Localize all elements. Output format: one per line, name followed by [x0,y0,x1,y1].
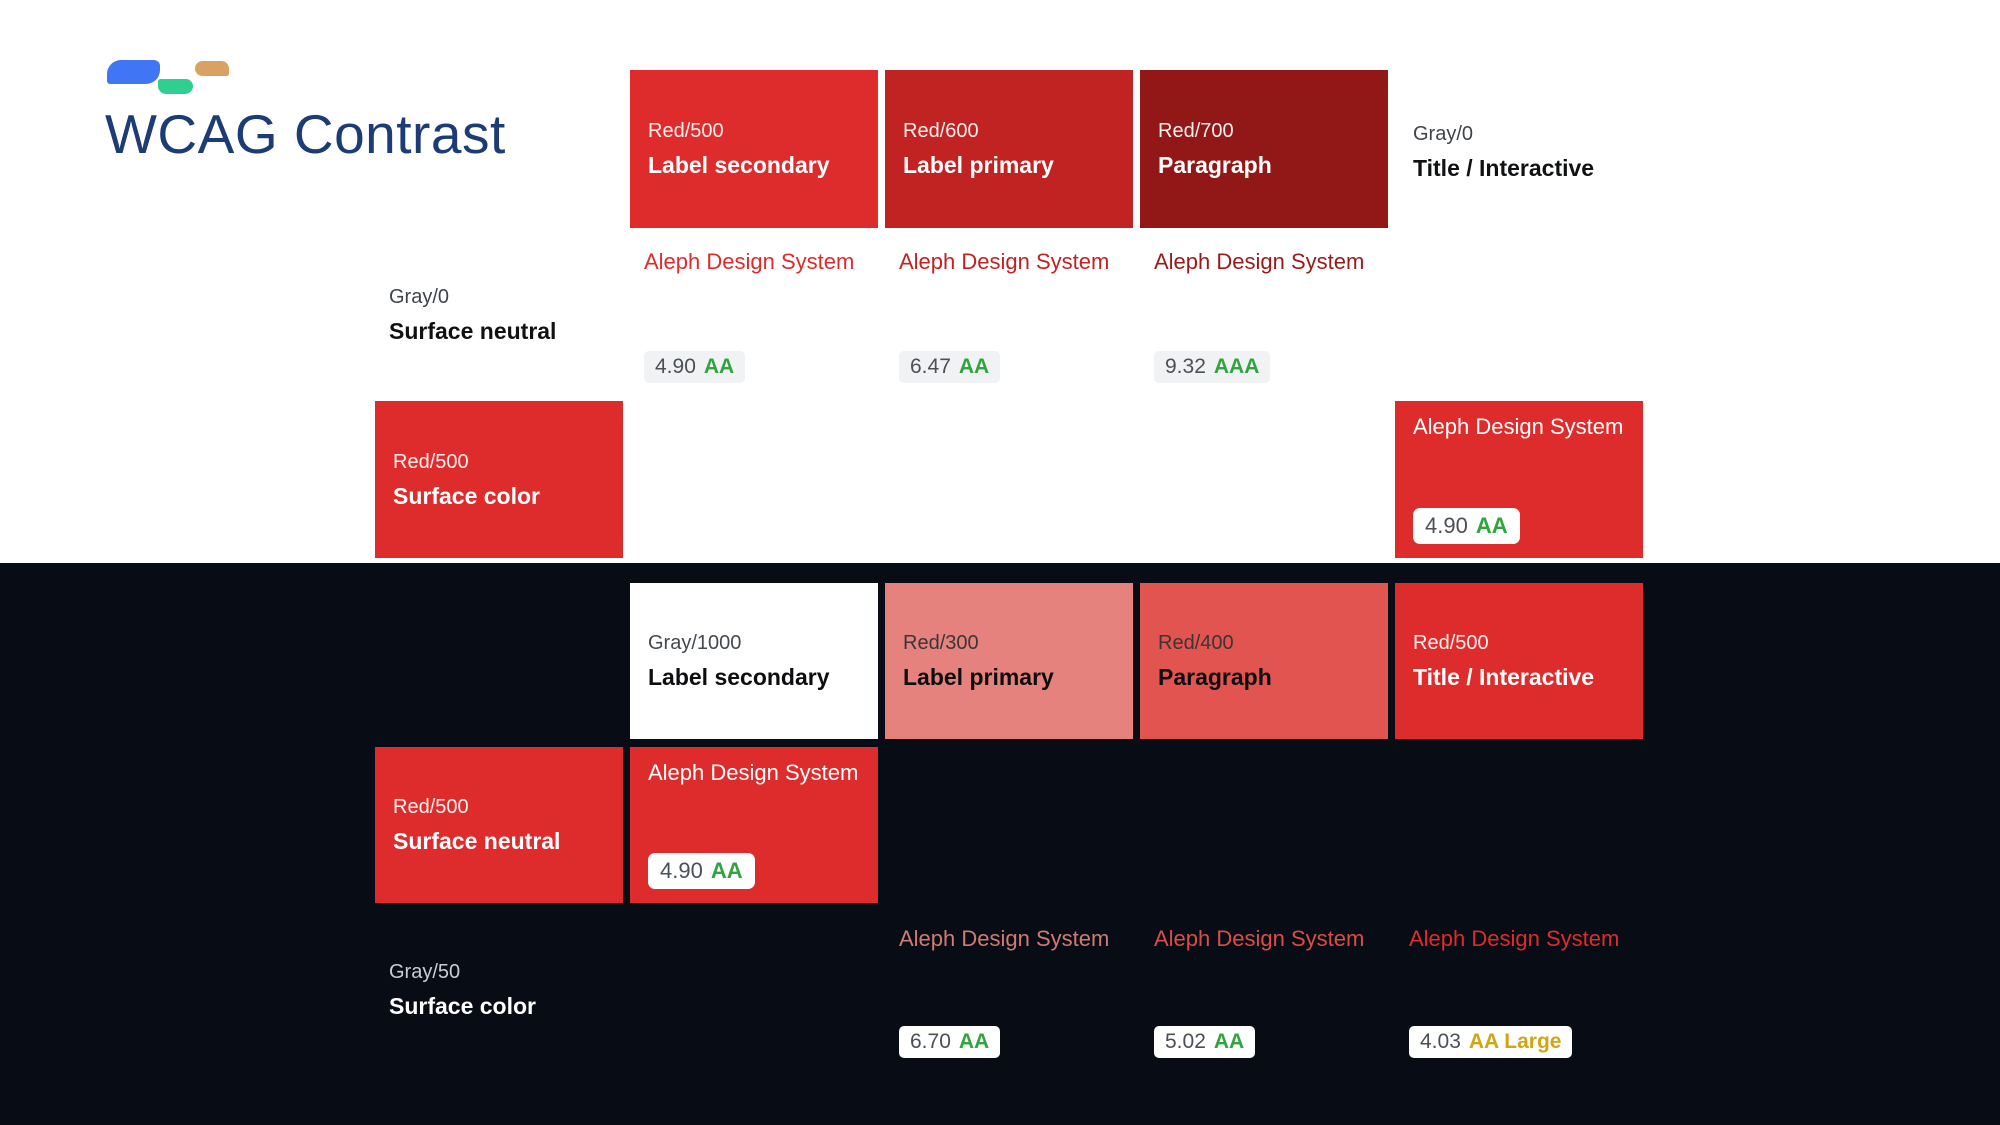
contrast-sample-text: Aleph Design System [899,249,1110,274]
color-role-label: Surface neutral [393,828,561,854]
surface-color-card-red-500: Red/500 Surface color [375,401,623,558]
color-token-label: Gray/1000 [648,632,742,654]
wcag-level: AA [1213,1030,1245,1053]
color-token-label: Gray/0 [1413,123,1474,145]
contrast-sample-text: Aleph Design System [644,249,855,274]
color-token-label: Red/600 [903,120,979,142]
ratio-value: 4.03 [1420,1030,1461,1053]
color-role-label: Surface color [393,482,540,509]
swatch-card-red-300: Red/300 Label primary [885,583,1133,739]
swatch-card-red-600: Red/600 Label primary [885,70,1133,228]
contrast-sample-text: Aleph Design System [648,760,859,785]
surface-color-label: Gray/50 Surface color [389,960,536,1020]
contrast-ratio-badge: 6.70 AA [899,1026,1001,1058]
blue-leaf-icon [107,60,160,84]
color-role-label: Label primary [903,152,1054,178]
color-role-label: Paragraph [1158,664,1272,690]
wcag-level: AA [958,1030,990,1053]
swatch-card-gray-1000: Gray/1000 Label secondary [630,583,878,739]
wcag-level: AA [703,355,735,378]
contrast-ratio-badge: 5.02 AA [1154,1026,1256,1058]
contrast-ratio-badge: 4.90 AA [648,853,755,889]
color-token-label: Red/400 [1158,632,1234,654]
ratio-value: 4.90 [655,355,696,378]
swatch-card-red-500: Red/500 Label secondary [630,70,878,228]
color-role-label: Title / Interactive [1413,155,1595,181]
swatch-card-red-500-dark: Red/500 Title / Interactive [1395,583,1643,739]
contrast-sample-text: Aleph Design System [1154,249,1365,274]
color-role-label: Label primary [903,664,1054,690]
ratio-value: 6.70 [910,1030,951,1053]
page-title: WCAG Contrast [105,103,506,165]
color-token-label: Gray/50 [389,961,461,983]
wcag-level: AA [958,355,990,378]
contrast-ratio-badge: 4.90 AA [1413,508,1520,544]
aleph-logo [107,58,237,98]
color-token-label: Red/700 [1158,120,1234,142]
wcag-level: AA Large [1468,1030,1562,1053]
gold-leaf-icon [195,61,229,76]
contrast-ratio-badge: 4.90 AA [644,351,746,383]
wcag-level: AAA [1213,355,1260,378]
green-leaf-icon [158,79,193,94]
contrast-sample-text: Aleph Design System [1409,926,1620,951]
color-role-label: Title / Interactive [1413,664,1595,690]
contrast-sample-text: Aleph Design System [899,926,1110,951]
contrast-ratio-badge-aa-large: 4.03 AA Large [1409,1026,1573,1058]
color-role-label: Label secondary [648,152,830,178]
color-token-label: Red/500 [393,796,469,818]
color-token-label: Red/500 [393,450,469,473]
ratio-value: 4.90 [660,858,703,883]
ratio-value: 4.90 [1425,513,1468,538]
contrast-ratio-badge: 9.32 AAA [1154,351,1271,383]
surface-neutral-card-red-500: Red/500 Surface neutral [375,747,623,903]
color-role-label: Label secondary [648,664,830,690]
wcag-level: AA [710,858,743,883]
ratio-value: 9.32 [1165,355,1206,378]
ratio-value: 6.47 [910,355,951,378]
color-role-label: Surface neutral [389,318,557,344]
surface-neutral-label: Gray/0 Surface neutral [389,285,556,345]
contrast-sample-text: Aleph Design System [1413,414,1624,439]
contrast-sample-text: Aleph Design System [1154,926,1365,951]
title-interactive-label: Gray/0 Title / Interactive [1413,122,1594,182]
color-token-label: Red/300 [903,632,979,654]
on-red-sample-card-dark: Aleph Design System 4.90 AA [630,747,878,903]
on-red-sample-card: Aleph Design System 4.90 AA [1395,401,1643,558]
swatch-card-red-400: Red/400 Paragraph [1140,583,1388,739]
contrast-ratio-badge: 6.47 AA [899,351,1001,383]
swatch-card-red-700: Red/700 Paragraph [1140,70,1388,228]
color-role-label: Surface color [389,993,536,1019]
color-token-label: Gray/0 [389,286,450,308]
color-role-label: Paragraph [1158,152,1272,178]
wcag-level: AA [1475,513,1508,538]
ratio-value: 5.02 [1165,1030,1206,1053]
color-token-label: Red/500 [1413,632,1489,654]
color-token-label: Red/500 [648,120,724,142]
